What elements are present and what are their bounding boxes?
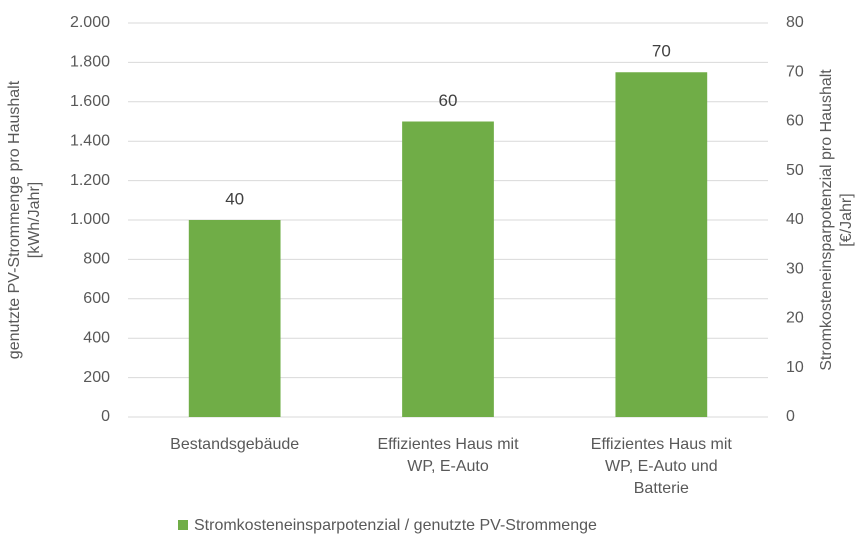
y-tick-label: 1.800 bbox=[70, 54, 110, 71]
y2-axis-title: Stromkosteneinsparpotenzial pro Haushalt… bbox=[818, 69, 855, 371]
bar bbox=[402, 121, 494, 417]
data-label: 70 bbox=[652, 42, 671, 61]
x-tick-label: Effizientes Haus mit WP, E-Auto bbox=[377, 436, 519, 475]
y-tick-label: 1.000 bbox=[70, 211, 110, 228]
data-label: 60 bbox=[439, 91, 458, 110]
y-tick-label: 800 bbox=[83, 251, 110, 268]
y-tick-label: 200 bbox=[83, 369, 110, 386]
y-tick-label: 600 bbox=[83, 290, 110, 307]
y2-tick-label: 70 bbox=[786, 63, 804, 80]
x-tick-label: Effizientes Haus mit WP, E-Auto und Batt… bbox=[590, 436, 732, 497]
y2-tick-label: 40 bbox=[786, 211, 804, 228]
y2-tick-label: 60 bbox=[786, 113, 804, 130]
legend-label: Stromkosteneinsparpotenzial / genutzte P… bbox=[194, 517, 597, 534]
y2-tick-label: 50 bbox=[786, 162, 804, 179]
bar bbox=[615, 72, 708, 417]
x-tick-label: Bestandsgebäude bbox=[170, 436, 300, 453]
y2-tick-label: 0 bbox=[786, 408, 795, 425]
y2-tick-label: 30 bbox=[786, 260, 804, 277]
legend-swatch bbox=[178, 520, 188, 530]
y-tick-label: 1.600 bbox=[70, 93, 110, 110]
bar bbox=[188, 220, 281, 417]
y-tick-label: 1.200 bbox=[70, 172, 110, 189]
y2-tick-label: 10 bbox=[786, 359, 804, 376]
y-tick-label: 2.000 bbox=[70, 14, 110, 31]
data-label: 40 bbox=[225, 189, 244, 208]
y2-tick-label: 20 bbox=[786, 310, 804, 327]
y-axis-title: genutzte PV-Strommenge pro Haushalt [kWh… bbox=[6, 80, 43, 360]
y-tick-label: 1.400 bbox=[70, 132, 110, 149]
y-tick-label: 0 bbox=[101, 408, 110, 425]
y2-tick-label: 80 bbox=[786, 14, 804, 31]
y-tick-label: 400 bbox=[83, 329, 110, 346]
